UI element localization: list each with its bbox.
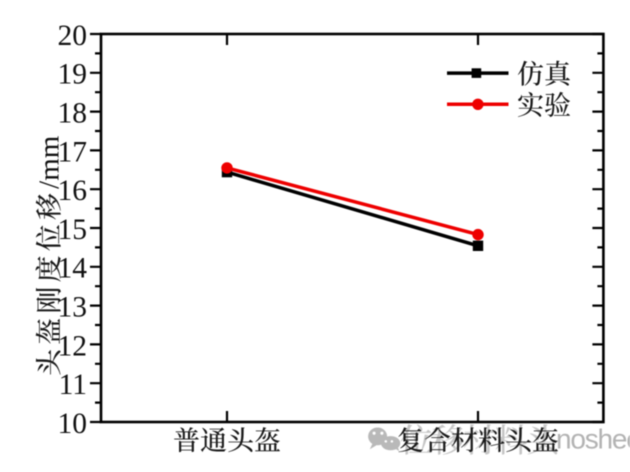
- svg-text:16: 16: [58, 175, 88, 207]
- svg-text:11: 11: [59, 369, 87, 401]
- svg-text:18: 18: [58, 98, 88, 130]
- svg-text:12: 12: [58, 330, 88, 362]
- svg-text:14: 14: [58, 253, 88, 285]
- svg-text:nosheet: nosheet: [556, 424, 630, 455]
- svg-text:19: 19: [58, 59, 88, 91]
- svg-text:17: 17: [58, 136, 88, 168]
- svg-text:13: 13: [58, 292, 88, 324]
- svg-text:15: 15: [58, 214, 88, 246]
- svg-text:10: 10: [58, 408, 88, 440]
- svg-text:20: 20: [58, 20, 88, 52]
- svg-text:/mm: /mm: [34, 135, 66, 189]
